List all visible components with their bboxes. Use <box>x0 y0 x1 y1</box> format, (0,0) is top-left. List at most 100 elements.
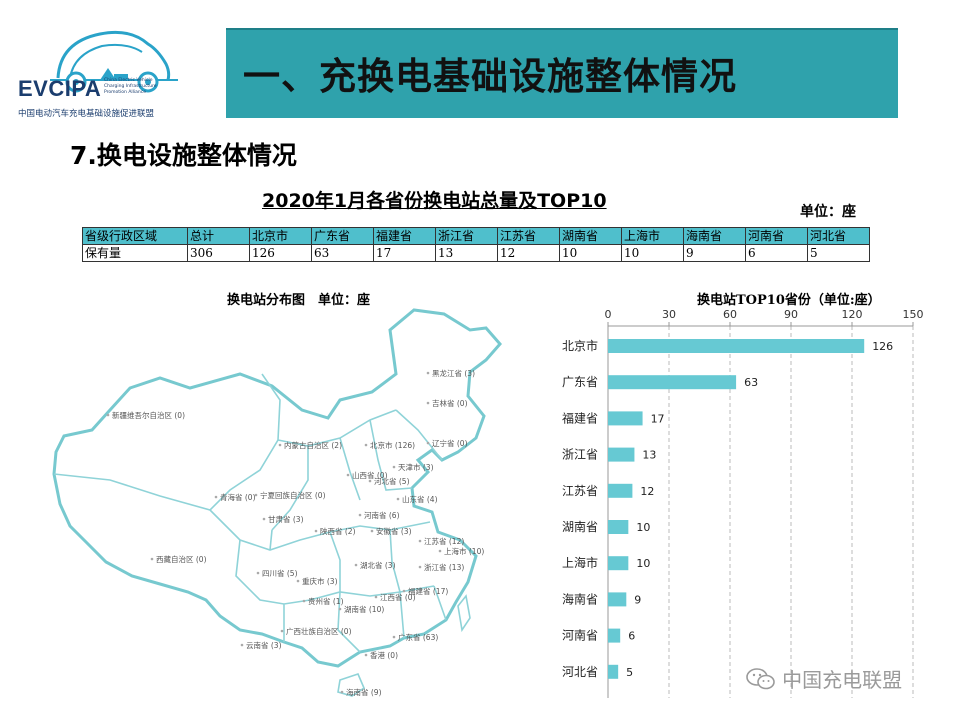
map-province-label: 安徽省 (3) <box>376 526 412 536</box>
map-marker <box>418 539 422 543</box>
chart-tick-label: 60 <box>723 308 737 321</box>
map-province-label: 上海市 (10) <box>444 546 484 556</box>
map-marker <box>240 643 244 647</box>
chart-x-ticks: 0 30 60 90 120 150 <box>605 308 924 698</box>
chart-category-label: 海南省 <box>562 591 598 606</box>
map-marker <box>358 513 362 517</box>
map-outline <box>52 308 502 668</box>
header-banner <box>226 28 898 118</box>
chart-category-label: 上海市 <box>562 555 598 570</box>
chart-data-label: 9 <box>634 593 641 606</box>
chart-data-labels: 126 63 17 13 12 10 10 9 6 5 <box>626 340 893 679</box>
map-marker <box>256 571 260 575</box>
map-marker <box>426 401 430 405</box>
table-cell: 12 <box>497 244 560 262</box>
table-row: 保有量 306 126 63 17 13 12 10 10 9 6 5 <box>82 244 870 262</box>
map-province-label: 甘肃省 (3) <box>268 514 304 524</box>
table-title: 2020年1月各省份换电站总量及TOP10 <box>262 190 607 212</box>
map-province-label: 陕西省 (2) <box>320 526 356 536</box>
map-province-label: 广东省 (63) <box>398 632 438 642</box>
map-marker <box>402 589 406 593</box>
map-marker <box>368 479 372 483</box>
map-province-label: 天津市 (3) <box>398 462 434 472</box>
map-marker <box>364 443 368 447</box>
chart-bar <box>608 628 621 643</box>
province-borders <box>53 373 447 653</box>
map-province-label: 贵州省 (1) <box>308 596 344 606</box>
chart-bar <box>608 592 627 607</box>
table-header-cell: 河南省 <box>745 227 808 245</box>
chart-category-label: 广东省 <box>562 375 598 389</box>
chart-bar <box>608 339 865 353</box>
map-marker <box>392 635 396 639</box>
page-title: 一、充换电基础设施整体情况 <box>243 55 737 98</box>
hainan-island <box>337 673 365 697</box>
table-cell: 10 <box>621 244 684 262</box>
logo-chinese-name: 中国电动汽车充电基础设施促进联盟 <box>18 109 155 119</box>
map-marker <box>354 563 358 567</box>
table-header-cell: 河北省 <box>807 227 870 245</box>
table-cell: 6 <box>745 244 808 262</box>
map-marker <box>106 413 110 417</box>
map-marker <box>338 607 342 611</box>
map-marker <box>426 371 430 375</box>
map-marker <box>396 497 400 501</box>
table-header-cell: 省级行政区域 <box>82 227 188 245</box>
map-marker <box>302 599 306 603</box>
chart-bar <box>608 447 635 462</box>
section-title: 7.换电设施整体情况 <box>70 141 297 170</box>
chart-bar <box>608 483 633 498</box>
table-header-cell: 江苏省 <box>497 227 560 245</box>
logo-brand: EVCIPA <box>18 76 102 101</box>
chart-data-label: 17 <box>651 412 665 425</box>
unit-label: 单位：座 <box>800 204 856 220</box>
logo-car-icon <box>50 30 178 93</box>
map-marker <box>280 629 284 633</box>
chart-category-label: 福建省 <box>562 410 598 425</box>
chart-data-label: 126 <box>872 340 893 353</box>
map-province-label: 江西省 (0) <box>380 592 416 602</box>
map-marker <box>340 690 344 694</box>
map-province-label: 重庆市 (3) <box>302 576 338 586</box>
chart-category-label: 河南省 <box>562 628 598 643</box>
map-marker <box>262 517 266 521</box>
map-province-label: 山东省 (4) <box>402 494 438 504</box>
map-province-label: 北京市 (126) <box>370 440 415 450</box>
map-marker <box>418 565 422 569</box>
table-cell: 10 <box>559 244 622 262</box>
chart-bar <box>608 375 737 390</box>
map-marker <box>370 529 374 533</box>
chart-bar <box>608 664 619 679</box>
chart-category-label: 湖南省 <box>562 519 598 534</box>
chart-bar <box>608 556 629 571</box>
taiwan-island <box>457 594 471 633</box>
map-province-label: 黑龙江省 (3) <box>432 368 475 378</box>
table-cell: 126 <box>249 244 312 262</box>
logo-english-line: Promotion Alliance <box>104 90 147 95</box>
chart-title: 换电站TOP10省份（单位:座） <box>697 293 881 308</box>
chart-category-label: 北京市 <box>562 338 598 353</box>
map-marker <box>314 529 318 533</box>
chart-data-label: 63 <box>744 376 758 389</box>
map-province-label: 辽宁省 (0) <box>432 438 468 448</box>
station-count-table: 省级行政区域 总计 北京市 广东省 福建省 浙江省 江苏省 湖南省 上海市 海南… <box>82 227 870 262</box>
map-marker <box>438 549 442 553</box>
map-province-label: 内蒙古自治区 (2) <box>284 440 342 450</box>
map-province-label: 四川省 (5) <box>262 568 298 578</box>
map-marker <box>364 653 368 657</box>
top10-bar-chart: 0 30 60 90 120 150 北京市广东省福建省浙江省江苏省湖南省上海市海南省河南… <box>562 308 924 698</box>
chart-tick-label: 150 <box>903 308 924 321</box>
map-province-label: 新疆维吾尔自治区 (0) <box>112 410 185 420</box>
table-header-cell: 北京市 <box>249 227 312 245</box>
map-province-label: 浙江省 (13) <box>424 562 464 572</box>
map-marker <box>346 473 350 477</box>
map-marker <box>254 493 258 497</box>
wechat-icon <box>746 667 775 689</box>
map-province-label: 海南省 (9) <box>346 687 382 697</box>
logo-english-name: China Electric Vehicle Charging Infrastr… <box>104 78 164 96</box>
chart-category-label: 江苏省 <box>562 484 598 498</box>
map-province-label: 广西壮族自治区 (0) <box>286 626 352 636</box>
map-province-label: 福建省 (17) <box>408 586 448 596</box>
table-cell: 5 <box>807 244 870 262</box>
